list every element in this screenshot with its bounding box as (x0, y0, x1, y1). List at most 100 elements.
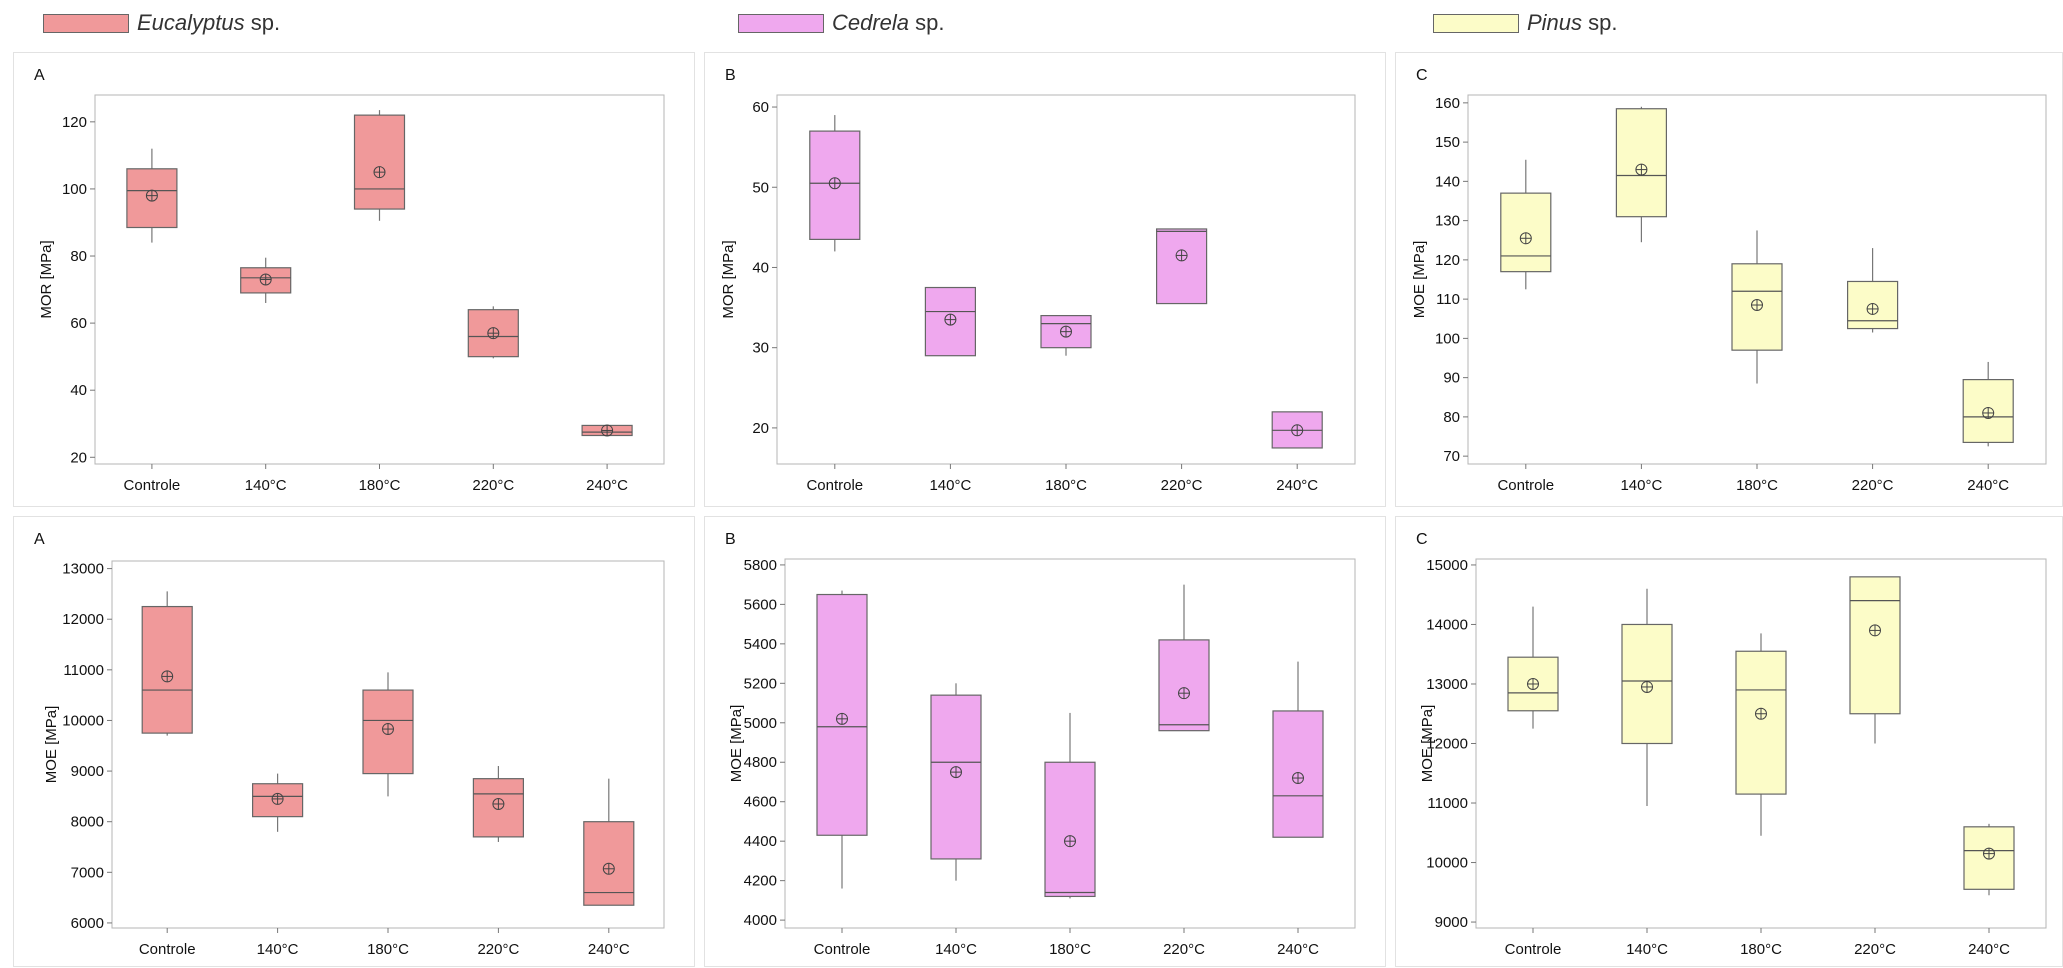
y-tick-label: 10000 (62, 712, 104, 729)
x-tick-label: 220°C (1163, 941, 1205, 958)
panel-letter: C (1416, 531, 1428, 548)
x-tick-label: 140°C (935, 941, 977, 958)
x-tick-label: 240°C (1968, 941, 2010, 958)
legend-suffix: sp. (909, 10, 945, 35)
chart-panel-mor-eucalyptus: A 20 40 60 80 100 120 Controle 140°C 180°C 220°C 2… (13, 52, 695, 507)
y-tick-label: 110 (1436, 291, 1460, 308)
x-tick-label: 140°C (1626, 941, 1668, 958)
x-tick-label: 220°C (472, 477, 514, 494)
y-axis-label: MOE [MPa] (1411, 241, 1428, 319)
legend-swatch-eucalyptus (43, 13, 129, 33)
y-tick-label: 12000 (1426, 736, 1468, 753)
x-tick-label: Controle (1497, 477, 1554, 494)
y-tick-label: 60 (70, 315, 87, 332)
legend-swatch-cedrela (738, 13, 824, 33)
y-tick-label: 130 (1435, 213, 1460, 230)
y-tick-label: 80 (70, 248, 87, 265)
y-tick-label: 90 (1443, 370, 1460, 387)
box-plot: 20 40 60 80 100 120 Controle 140°C 180°C 220°C 240… (38, 94, 665, 494)
legend: Eucalyptus sp. Cedrela sp. Pinus sp. (0, 0, 2063, 50)
y-tick-label: 7000 (71, 864, 104, 881)
y-tick-label: 5400 (744, 636, 777, 653)
y-tick-label: 50 (752, 179, 769, 196)
panel-letter: A (34, 531, 45, 548)
panel-letter: C (1416, 67, 1428, 84)
y-tick-label: 80 (1443, 409, 1460, 426)
y-tick-label: 120 (1435, 252, 1460, 269)
legend-item-cedrela: Cedrela sp. (738, 10, 945, 36)
x-tick-label: 180°C (1049, 941, 1091, 958)
panel-letter: B (725, 531, 736, 548)
legend-genus: Eucalyptus (137, 10, 245, 35)
y-tick-label: 4800 (744, 754, 777, 771)
y-axis-label: MOR [MPa] (38, 240, 55, 318)
x-tick-label: 140°C (929, 477, 971, 494)
y-tick-label: 140 (1435, 173, 1460, 190)
legend-suffix: sp. (244, 10, 281, 35)
y-tick-label: 70 (1443, 448, 1460, 465)
y-tick-label: 4400 (744, 833, 777, 850)
x-tick-label: 220°C (1161, 477, 1203, 494)
y-tick-label: 4600 (744, 794, 777, 811)
y-tick-label: 60 (752, 99, 769, 116)
y-tick-label: 4200 (744, 873, 777, 890)
box (1615, 108, 1667, 218)
y-tick-label: 100 (62, 181, 87, 198)
panel-letter: B (725, 67, 736, 84)
y-tick-label: 10000 (1426, 855, 1468, 872)
y-tick-label: 150 (1435, 134, 1460, 151)
x-tick-label: 240°C (1277, 941, 1319, 958)
y-tick-label: 4000 (744, 912, 777, 929)
x-tick-label: 240°C (588, 941, 630, 958)
chart-panel-moe-pinus-top: C 70 80 90 100 110 120 130 140 150 160 Controle 140… (1395, 52, 2063, 507)
y-axis-label: MOE [MPa] (43, 706, 60, 784)
legend-swatch-pinus (1433, 13, 1519, 33)
y-tick-label: 40 (70, 382, 87, 399)
y-tick-label: 6000 (71, 915, 104, 932)
x-tick-label: 240°C (1276, 477, 1318, 494)
box (353, 114, 406, 210)
y-tick-label: 13000 (62, 561, 104, 578)
x-tick-label: Controle (806, 477, 863, 494)
y-axis-label: MOE [MPa] (1419, 705, 1436, 783)
box (1158, 639, 1210, 732)
box (1156, 228, 1208, 305)
x-tick-label: 180°C (359, 477, 401, 494)
chart-panel-moe-cedrela: B 4000 4200 4400 4600 4800 5000 5200 5400 5600 58… (704, 516, 1386, 967)
x-tick-label: 220°C (1852, 477, 1894, 494)
x-tick-label: Controle (124, 477, 181, 494)
y-tick-label: 5000 (744, 715, 777, 732)
x-tick-label: Controle (139, 941, 196, 958)
y-tick-label: 100 (1435, 330, 1460, 347)
legend-item-pinus: Pinus sp. (1433, 10, 1618, 36)
x-tick-label: 140°C (1620, 477, 1662, 494)
legend-item-eucalyptus: Eucalyptus sp. (43, 10, 280, 36)
y-tick-label: 20 (752, 420, 769, 437)
x-tick-label: 240°C (1967, 477, 2009, 494)
box (141, 605, 193, 734)
y-tick-label: 13000 (1426, 676, 1468, 693)
plot-frame (776, 94, 1356, 465)
y-tick-label: 15000 (1426, 557, 1468, 574)
x-tick-label: 240°C (586, 477, 628, 494)
box-plot: 70 80 90 100 110 120 130 140 150 160 Controle 140°C… (1411, 94, 2047, 494)
y-axis-label: MOE [MPa] (728, 705, 745, 783)
y-tick-label: 11000 (63, 662, 104, 679)
box (1044, 761, 1096, 898)
x-tick-label: 220°C (1854, 941, 1896, 958)
y-axis-label: MOR [MPa] (720, 240, 737, 318)
x-tick-label: 140°C (245, 477, 287, 494)
y-tick-label: 9000 (1435, 914, 1468, 931)
y-tick-label: 160 (1435, 95, 1460, 112)
y-tick-label: 20 (70, 449, 87, 466)
x-tick-label: 140°C (257, 941, 299, 958)
y-tick-label: 8000 (71, 814, 104, 831)
box-plot: 20 30 40 50 60 Controle 140°C 180°C 220°C 240°C MO… (720, 94, 1356, 494)
chart-panel-moe-pinus-bottom: C 9000 10000 11000 12000 13000 14000 15000 Cont… (1395, 516, 2063, 967)
y-tick-label: 40 (752, 259, 769, 276)
x-tick-label: Controle (814, 941, 871, 958)
legend-label-eucalyptus: Eucalyptus sp. (137, 10, 280, 36)
x-tick-label: 220°C (477, 941, 519, 958)
y-tick-label: 11000 (1427, 795, 1468, 812)
legend-label-pinus: Pinus sp. (1527, 10, 1618, 36)
